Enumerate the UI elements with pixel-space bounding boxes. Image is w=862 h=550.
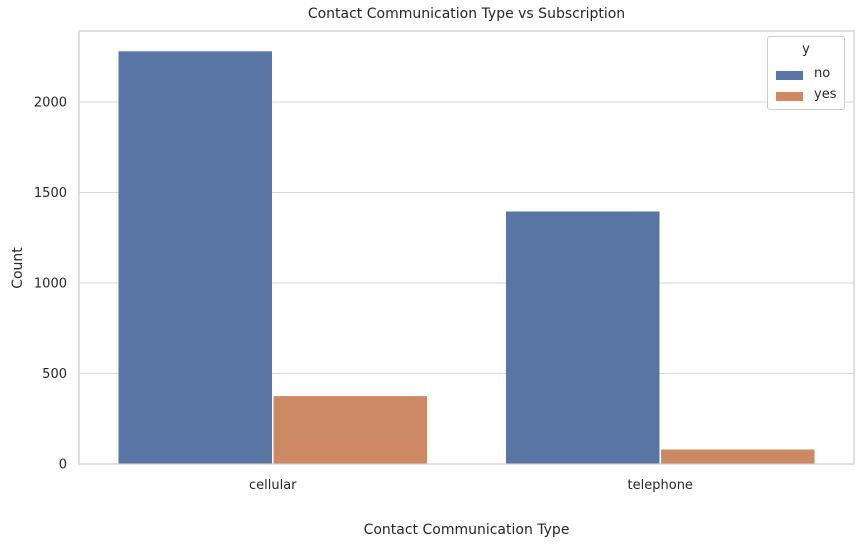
x-axis-label: Contact Communication Type (363, 522, 570, 538)
bar-cellular-yes (273, 396, 427, 464)
plot-frame (78, 30, 855, 465)
bars (118, 51, 815, 465)
bar-telephone-yes (661, 449, 815, 464)
x-tick-label-telephone: telephone (628, 478, 693, 493)
chart-title: Contact Communication Type vs Subscripti… (307, 6, 626, 22)
legend-swatch-no (776, 71, 803, 80)
y-tick-label: 500 (42, 367, 67, 382)
legend-title: y (802, 42, 810, 57)
legend-label-yes: yes (814, 87, 837, 102)
legend-label-no: no (814, 66, 831, 81)
bar-telephone-no (506, 211, 660, 464)
y-tick-label: 1500 (34, 186, 67, 201)
y-tick-label: 0 (59, 458, 67, 473)
y-tick-label: 2000 (34, 95, 67, 110)
bar-cellular-no (118, 51, 272, 465)
legend-swatch-yes (776, 92, 803, 101)
x-tick-labels: cellular telephone (249, 478, 693, 493)
legend: y no yes (767, 36, 845, 110)
y-tick-labels: 0 500 1000 1500 2000 (34, 95, 67, 472)
y-tick-label: 1000 (34, 276, 67, 291)
x-tick-label-cellular: cellular (249, 478, 297, 493)
